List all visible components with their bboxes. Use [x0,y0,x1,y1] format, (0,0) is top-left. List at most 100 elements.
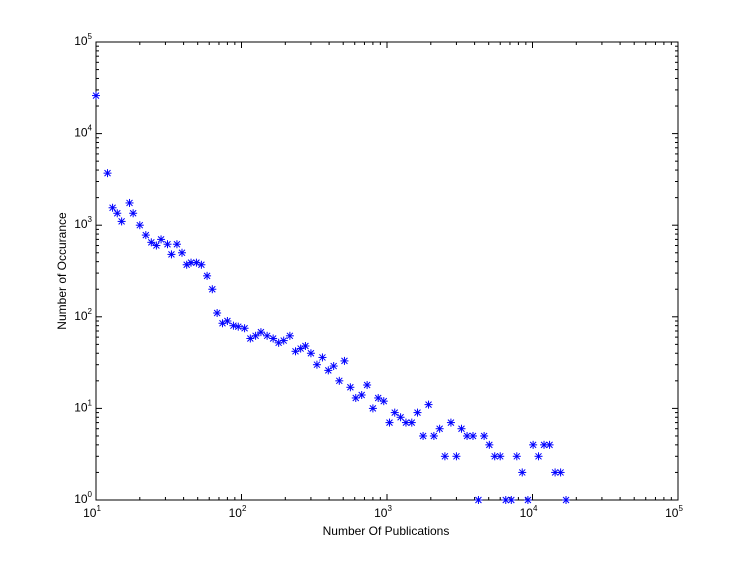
y-tick-label: 105 [74,32,92,48]
data-point [234,322,243,331]
data-point [545,440,554,449]
data-point [335,376,344,385]
y-tick-base: 10 [74,492,88,506]
y-tick-exponent: 5 [88,32,93,41]
x-tick-base: 10 [83,506,97,520]
y-axis-label: Number of Occurance [55,212,69,330]
x-tick-exponent: 1 [96,504,101,513]
data-point [485,440,494,449]
data-point [463,431,472,440]
x-tick-base: 10 [374,506,388,520]
y-tick-label: 104 [74,124,92,140]
data-point [407,418,416,427]
data-point [301,341,310,350]
data-point [113,209,122,218]
data-point [263,331,272,340]
data-point [468,431,477,440]
data-point [419,431,428,440]
data-point [368,404,377,413]
data-point [296,344,305,353]
x-tick-label: 101 [83,504,101,520]
data-point [390,408,399,417]
x-tick-label: 103 [374,504,392,520]
data-point [167,250,176,259]
y-tick-base: 10 [74,217,88,231]
y-tick-label: 102 [74,307,92,323]
data-point [251,331,260,340]
data-point [240,324,249,333]
y-tick-base: 10 [74,126,88,140]
data-point [480,431,489,440]
data-point [556,468,565,477]
data-points-layer [92,91,571,504]
data-point [534,452,543,461]
data-point [329,362,338,371]
data-point [374,393,383,402]
data-point [152,241,161,250]
y-tick-exponent: 2 [88,307,93,316]
x-tick-base: 10 [520,506,534,520]
data-point [523,496,532,504]
data-point [229,321,238,330]
y-tick-base: 10 [74,400,88,414]
x-tick-label: 105 [665,504,683,520]
data-point [357,391,366,400]
data-point [306,349,315,358]
data-point [512,452,521,461]
y-tick-label: 100 [74,490,92,506]
data-point [429,431,438,440]
data-point [92,91,100,100]
data-point [351,393,360,402]
plot-area-frame [95,41,679,501]
data-point [340,356,349,365]
data-point [363,381,372,390]
y-tick-label: 101 [74,398,92,414]
x-tick-exponent: 5 [678,504,683,513]
y-tick-base: 10 [74,34,88,48]
data-point [197,260,206,269]
data-point [518,468,527,477]
data-point [213,309,222,318]
data-point [413,408,422,417]
data-point [269,334,278,343]
data-point [440,452,449,461]
data-point [379,397,388,406]
y-tick-exponent: 3 [88,215,93,224]
data-point [285,331,294,340]
data-point [108,203,117,212]
data-point [318,353,327,362]
data-point [203,271,212,280]
data-point [446,418,455,427]
x-tick-base: 10 [665,506,679,520]
data-point [507,496,516,504]
data-point [157,235,166,244]
data-point [385,418,394,427]
data-point [163,240,172,249]
data-point [129,209,138,218]
y-tick-label: 103 [74,215,92,231]
data-point [396,413,405,422]
data-point [223,316,232,325]
ticks-layer [95,41,679,501]
y-tick-exponent: 1 [88,398,93,407]
x-tick-exponent: 3 [387,504,392,513]
y-tick-exponent: 4 [88,124,93,133]
data-point [529,440,538,449]
data-point [141,231,150,240]
data-point [312,360,321,369]
data-point [172,240,181,249]
data-point [135,221,144,230]
x-tick-base: 10 [229,506,243,520]
data-point [562,496,571,504]
y-tick-exponent: 0 [88,490,93,499]
x-axis-label: Number Of Publications [323,524,450,538]
data-point [424,400,433,409]
x-tick-exponent: 4 [533,504,538,513]
data-point [147,238,156,247]
data-point [177,248,186,257]
data-point [279,336,288,345]
data-point [125,198,134,207]
